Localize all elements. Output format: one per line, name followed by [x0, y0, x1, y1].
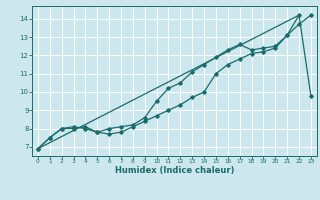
X-axis label: Humidex (Indice chaleur): Humidex (Indice chaleur)	[115, 166, 234, 175]
